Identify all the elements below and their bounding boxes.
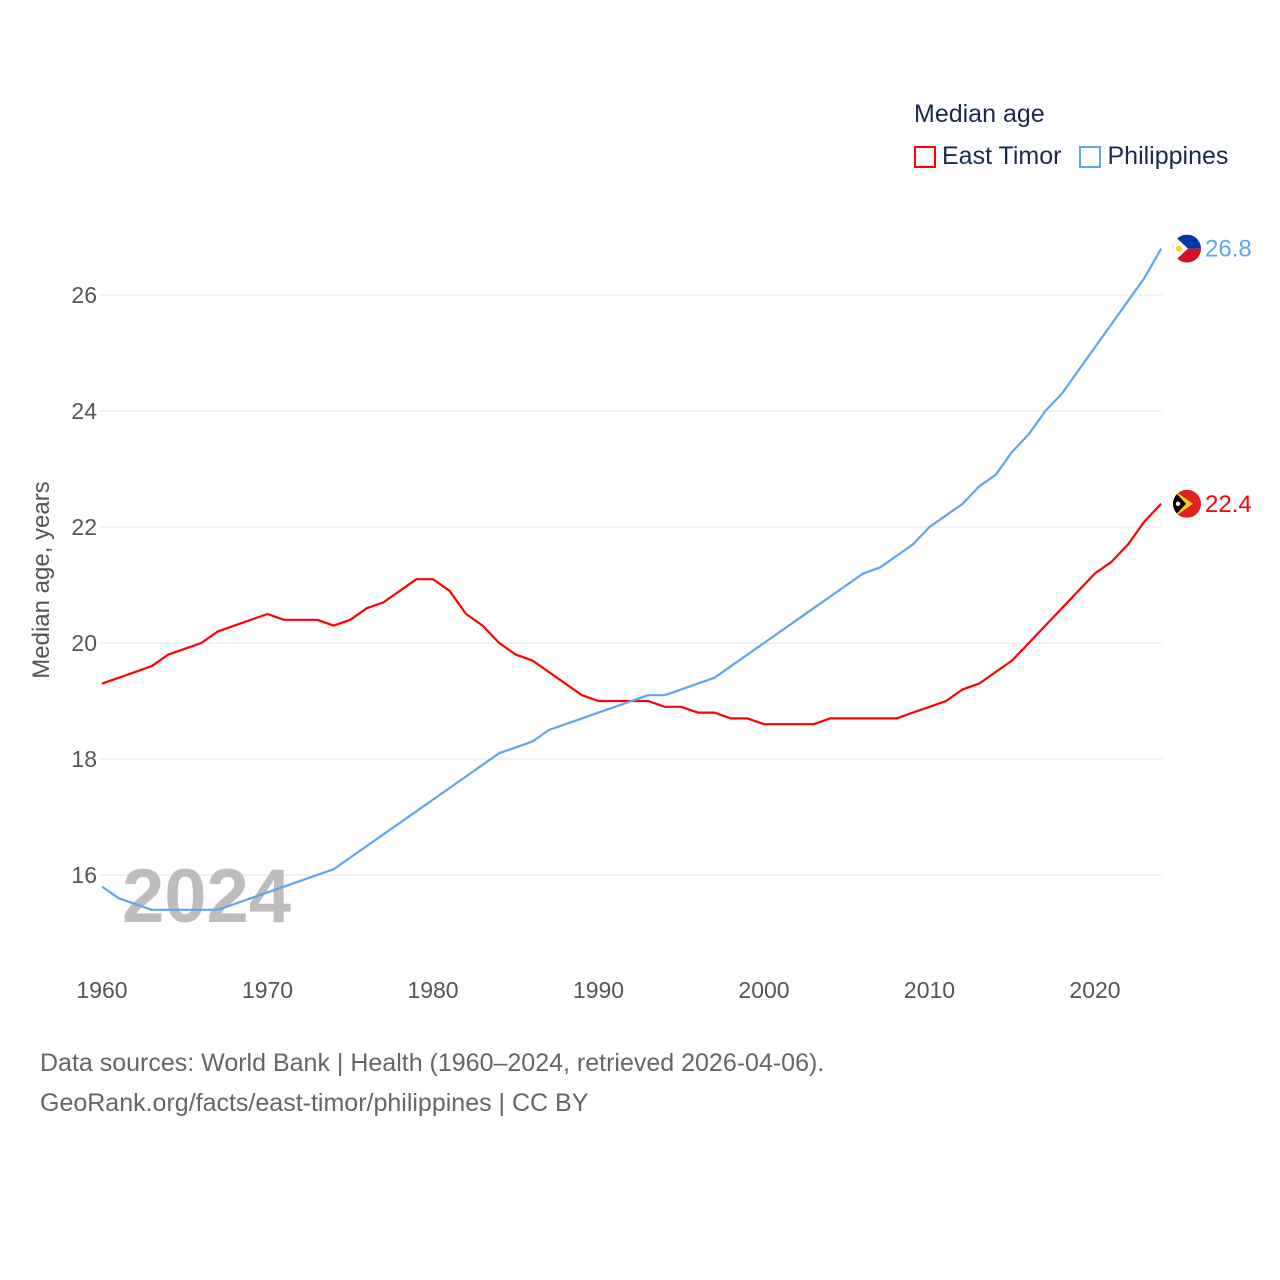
- source-link[interactable]: GeoRank.org/facts/east-timor/philippines…: [40, 1089, 589, 1117]
- x-tick-label: 2010: [904, 977, 955, 1003]
- end-value-label: 22.4: [1205, 491, 1252, 518]
- legend-item-philippines[interactable]: Philippines: [1079, 142, 1228, 171]
- flag-body: [1173, 489, 1201, 518]
- y-tick-label: 24: [71, 398, 97, 424]
- flag-body: [1173, 234, 1201, 263]
- series-line-philippines: [101, 248, 1163, 911]
- year-watermark: 2024: [122, 854, 291, 939]
- x-tick-label: 2020: [1069, 977, 1120, 1003]
- legend-swatch-philippines: [1079, 145, 1102, 168]
- y-tick-label: 20: [71, 630, 97, 656]
- y-tick-label: 18: [71, 746, 97, 772]
- x-tick-label: 1970: [242, 977, 293, 1003]
- x-tick-label: 1990: [573, 977, 624, 1003]
- y-tick-label: 26: [71, 282, 97, 308]
- data-source: Data sources: World Bank | Health (1960–…: [40, 1049, 825, 1077]
- legend-label: Philippines: [1107, 142, 1229, 170]
- y-tick-label: 22: [71, 514, 97, 540]
- legend-title: Median age: [914, 100, 1045, 128]
- legend-label: East Timor: [942, 142, 1062, 170]
- legend: East Timor Philippines: [914, 142, 1228, 171]
- legend-item-east-timor[interactable]: East Timor: [914, 142, 1061, 171]
- legend-swatch-east-timor: [914, 145, 936, 168]
- flag-sun: [1176, 245, 1182, 252]
- end-value-label: 26.8: [1205, 236, 1252, 263]
- footer: Data sources: World Bank | Health (1960–…: [40, 1043, 824, 1123]
- x-tick-label: 1980: [407, 977, 458, 1003]
- philippines-flag-icon: [1173, 234, 1201, 263]
- y-tick-label: 16: [71, 862, 97, 888]
- series-line-east-timor: [101, 503, 1162, 726]
- east-timor-flag-icon: [1173, 489, 1201, 518]
- flag-star: [1175, 501, 1181, 506]
- x-tick-label: 2000: [738, 977, 789, 1003]
- x-tick-label: 1960: [76, 977, 127, 1003]
